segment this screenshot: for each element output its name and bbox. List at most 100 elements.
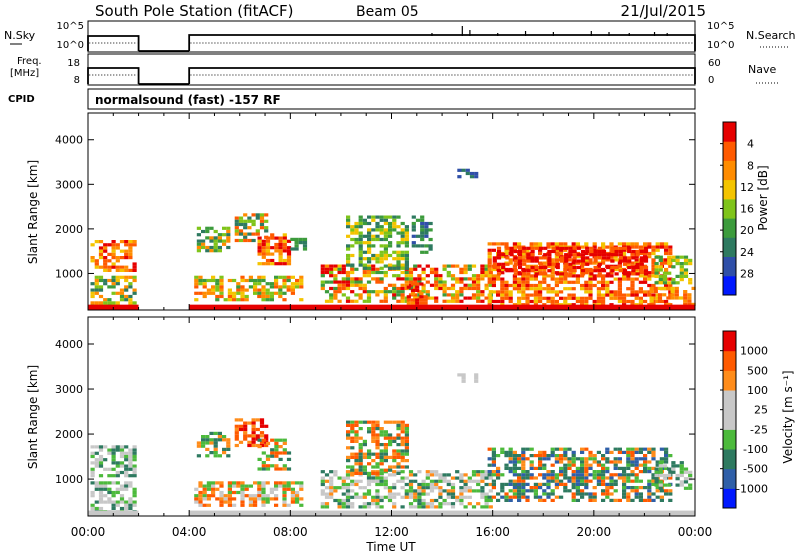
heatmap-cell [413, 293, 418, 297]
heatmap-cell [647, 242, 652, 246]
heatmap-cell [217, 245, 222, 250]
heatmap-cell [459, 299, 464, 303]
time-axis: 00:00 04:00 08:00 12:00 16:00 20:00 00:00 [71, 525, 713, 539]
heatmap-cell [484, 492, 489, 496]
heatmap-cell [596, 476, 601, 480]
heatmap-cell [592, 261, 597, 265]
heatmap-cell [202, 282, 207, 286]
heatmap-cell [383, 215, 388, 219]
heatmap-cell [567, 489, 572, 493]
heatmap-cell [480, 476, 485, 480]
heatmap-cell [400, 449, 405, 453]
heatmap-cell [222, 226, 227, 230]
heatmap-cell [404, 446, 409, 450]
heatmap-cell [592, 299, 597, 304]
heatmap-cell [512, 264, 517, 268]
heatmap-cell [388, 439, 393, 443]
heatmap-cell [568, 272, 573, 276]
heatmap-cell [530, 249, 535, 254]
heatmap-cell [651, 454, 656, 458]
heatmap-cell [484, 286, 489, 291]
heatmap-cell [132, 278, 137, 283]
heatmap-cell [522, 262, 527, 266]
heatmap-cell [674, 293, 679, 297]
heatmap-cell [413, 498, 418, 503]
heatmap-cell [282, 451, 287, 455]
heatmap-cell [232, 294, 237, 299]
heatmap-cell [371, 436, 376, 440]
heatmap-cell [425, 274, 430, 278]
heatmap-cell [243, 424, 248, 428]
heatmap-cell [517, 460, 522, 464]
heatmap-cell [425, 473, 430, 477]
heatmap-cell [521, 296, 526, 300]
heatmap-cell [450, 482, 456, 487]
heatmap-cell [358, 225, 363, 229]
heatmap-cell [379, 455, 384, 459]
heatmap-cell [274, 484, 279, 488]
heatmap-cell [463, 489, 468, 493]
heatmap-cell [213, 438, 218, 442]
heatmap-cell [538, 248, 543, 252]
heatmap-cell [337, 270, 342, 275]
heatmap-cell [658, 467, 663, 471]
heatmap-cell [400, 495, 405, 499]
heatmap-cell [103, 301, 108, 305]
heatmap-cell [396, 462, 401, 466]
heatmap-cell [571, 498, 576, 502]
heatmap-cell [634, 479, 639, 483]
heatmap-cell [257, 291, 262, 295]
heatmap-cell [647, 290, 652, 294]
heatmap-cell [320, 502, 325, 506]
heatmap-cell [111, 240, 116, 244]
heatmap-cell [375, 215, 380, 219]
heatmap-cell [538, 280, 543, 284]
heatmap-cell [205, 447, 210, 451]
heatmap-cell [664, 460, 669, 464]
heatmap-cell [563, 454, 568, 458]
heatmap-cell [411, 241, 416, 245]
heatmap-cell [425, 476, 430, 480]
heatmap-cell [388, 221, 393, 226]
heatmap-cell [512, 466, 517, 470]
heatmap-cell [290, 247, 295, 251]
heatmap-cell [367, 455, 372, 459]
heatmap-cell [635, 253, 640, 257]
heatmap-cell [261, 490, 266, 495]
heatmap-cell [346, 446, 351, 450]
heatmap-cell [571, 287, 576, 291]
heatmap-cell [341, 267, 346, 271]
heatmap-cell [290, 494, 295, 498]
heatmap-cell [341, 492, 346, 496]
heatmap-cell [434, 274, 439, 278]
heatmap-cell [679, 262, 684, 266]
heatmap-cell [265, 481, 270, 485]
heatmap-cell [480, 267, 485, 271]
heatmap-cell [420, 215, 425, 219]
heatmap-cell [434, 277, 439, 281]
heatmap-cell [526, 272, 531, 276]
colorbar-tick-label: 8 [747, 159, 754, 172]
heatmap-cell [588, 274, 593, 278]
heatmap-cell [643, 498, 648, 502]
heatmap-cell [647, 492, 652, 496]
heatmap-cell [658, 486, 663, 490]
heatmap-cell [213, 447, 218, 451]
heatmap-cell [408, 489, 414, 493]
heatmap-cell [251, 434, 256, 438]
heatmap-cell [471, 293, 477, 297]
heatmap-cell [668, 277, 673, 281]
heatmap-cell [576, 246, 581, 250]
heatmap-cell [247, 226, 252, 230]
heatmap-cell [253, 481, 258, 485]
heatmap-cell [529, 466, 534, 470]
heatmap-cell [593, 253, 598, 257]
heatmap-cell [346, 257, 351, 261]
heatmap-cell [94, 282, 99, 286]
heatmap-cell [606, 272, 611, 276]
y-tick-label: 4000 [55, 338, 83, 351]
heatmap-cell [107, 259, 112, 263]
heatmap-cell [94, 288, 99, 292]
heatmap-cell [476, 280, 481, 284]
heatmap-cell [404, 452, 409, 456]
